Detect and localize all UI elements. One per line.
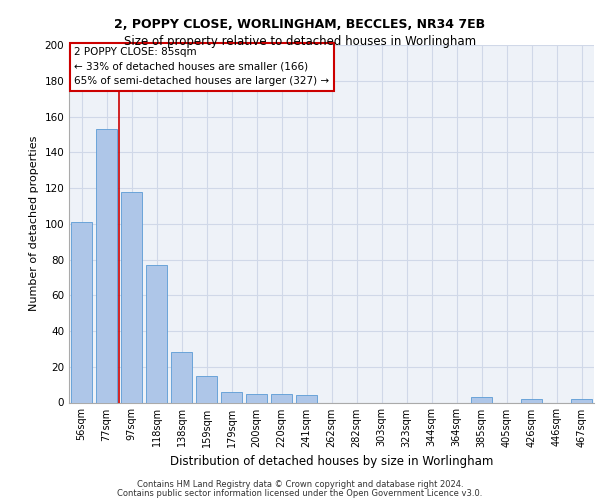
Bar	[71, 222, 92, 402]
Text: Size of property relative to detached houses in Worlingham: Size of property relative to detached ho…	[124, 35, 476, 48]
Bar	[146, 265, 167, 402]
Bar	[221, 392, 242, 402]
Bar	[196, 376, 217, 402]
Text: Contains public sector information licensed under the Open Government Licence v3: Contains public sector information licen…	[118, 489, 482, 498]
Text: 2 POPPY CLOSE: 85sqm
← 33% of detached houses are smaller (166)
65% of semi-deta: 2 POPPY CLOSE: 85sqm ← 33% of detached h…	[74, 47, 329, 86]
X-axis label: Distribution of detached houses by size in Worlingham: Distribution of detached houses by size …	[170, 455, 493, 468]
Text: Contains HM Land Registry data © Crown copyright and database right 2024.: Contains HM Land Registry data © Crown c…	[137, 480, 463, 489]
Bar	[471, 397, 492, 402]
Bar	[571, 399, 592, 402]
Bar	[96, 129, 117, 402]
Bar	[271, 394, 292, 402]
Bar	[246, 394, 267, 402]
Bar	[171, 352, 192, 403]
Text: 2, POPPY CLOSE, WORLINGHAM, BECCLES, NR34 7EB: 2, POPPY CLOSE, WORLINGHAM, BECCLES, NR3…	[115, 18, 485, 30]
Bar	[121, 192, 142, 402]
Bar	[296, 396, 317, 402]
Bar	[521, 399, 542, 402]
Y-axis label: Number of detached properties: Number of detached properties	[29, 136, 39, 312]
